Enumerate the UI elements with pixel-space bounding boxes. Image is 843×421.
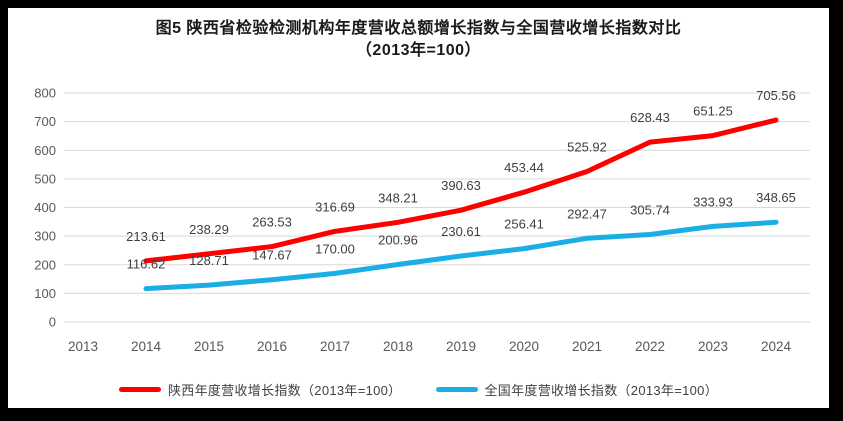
shaanxi-data-label: 651.25 <box>693 104 733 119</box>
chart-panel: 图5 陕西省检验检测机构年度营收总额增长指数与全国营收增长指数对比 （2013年… <box>8 8 829 408</box>
legend-item-shaanxi: 陕西年度营收增长指数（2013年=100） <box>118 380 402 399</box>
national-series-line <box>143 219 779 292</box>
shaanxi-data-label: 390.63 <box>441 178 481 193</box>
y-axis-tick-label: 200 <box>34 257 56 272</box>
national-data-label: 200.96 <box>378 232 418 247</box>
shaanxi-data-label: 238.29 <box>189 222 229 237</box>
y-axis-tick-label: 800 <box>34 86 56 101</box>
chart-title-line1: 图5 陕西省检验检测机构年度营收总额增长指数与全国营收增长指数对比 <box>155 20 682 37</box>
y-axis-tick-label: 700 <box>34 114 56 129</box>
y-axis-tick-label: 100 <box>34 286 56 301</box>
national-data-label: 348.65 <box>756 190 796 205</box>
x-axis-tick-label: 2013 <box>68 339 98 354</box>
y-axis-tick-label: 600 <box>34 143 56 158</box>
x-axis-tick-label: 2017 <box>320 339 350 354</box>
chart-title-line2: （2013年=100） <box>355 42 482 59</box>
x-axis-tick-label: 2019 <box>446 339 476 354</box>
y-axis-tick-label: 0 <box>49 315 56 330</box>
legend-label-national: 全国年度营收增长指数（2013年=100） <box>484 382 719 398</box>
x-axis-tick-label: 2021 <box>572 339 602 354</box>
x-axis-tick-label: 2015 <box>194 339 224 354</box>
x-axis-tick-label: 2022 <box>635 339 665 354</box>
national-data-label: 305.74 <box>630 202 670 217</box>
chart-legend: 陕西年度营收增长指数（2013年=100） 全国年度营收增长指数（2013年=1… <box>8 378 829 400</box>
x-axis-tick-label: 2018 <box>383 339 413 354</box>
shaanxi-data-label: 525.92 <box>567 139 607 154</box>
national-data-label: 292.47 <box>567 206 607 221</box>
shaanxi-data-label: 316.69 <box>315 199 355 214</box>
national-data-label: 128.71 <box>189 253 229 268</box>
national-data-label: 170.00 <box>315 241 355 256</box>
x-axis-tick-label: 2023 <box>698 339 728 354</box>
shaanxi-series-line <box>143 117 779 264</box>
national-data-label: 230.61 <box>441 224 481 239</box>
x-axis-tick-label: 2024 <box>761 339 792 354</box>
national-data-label: 256.41 <box>504 217 544 232</box>
shaanxi-line-swatch-icon <box>118 386 161 392</box>
national-data-label: 147.67 <box>252 248 292 263</box>
national-data-label: 116.62 <box>127 257 166 272</box>
shaanxi-data-label: 348.21 <box>378 190 418 205</box>
national-line-swatch-icon <box>435 386 478 392</box>
y-axis-tick-label: 500 <box>34 171 56 186</box>
y-axis-tick-label: 400 <box>34 200 56 215</box>
x-axis-tick-label: 2014 <box>131 339 162 354</box>
shaanxi-data-label: 453.44 <box>504 160 544 175</box>
shaanxi-data-label: 263.53 <box>252 215 292 230</box>
legend-label-shaanxi: 陕西年度营收增长指数（2013年=100） <box>167 382 402 398</box>
y-axis-tick-label: 300 <box>34 229 56 244</box>
shaanxi-data-label: 705.56 <box>756 88 796 103</box>
shaanxi-data-label: 628.43 <box>630 110 670 125</box>
line-chart-canvas: 0 100 200 300 400 500 600 700 800 2013 2014 2015 201… <box>34 86 810 354</box>
shaanxi-data-label: 213.61 <box>126 229 166 244</box>
x-axis-tick-label: 2016 <box>257 339 287 354</box>
x-axis-tick-label: 2020 <box>509 339 539 354</box>
national-data-label: 333.93 <box>693 194 733 209</box>
legend-item-national: 全国年度营收增长指数（2013年=100） <box>435 380 719 399</box>
chart-title: 图5 陕西省检验检测机构年度营收总额增长指数与全国营收增长指数对比 （2013年… <box>8 18 829 62</box>
